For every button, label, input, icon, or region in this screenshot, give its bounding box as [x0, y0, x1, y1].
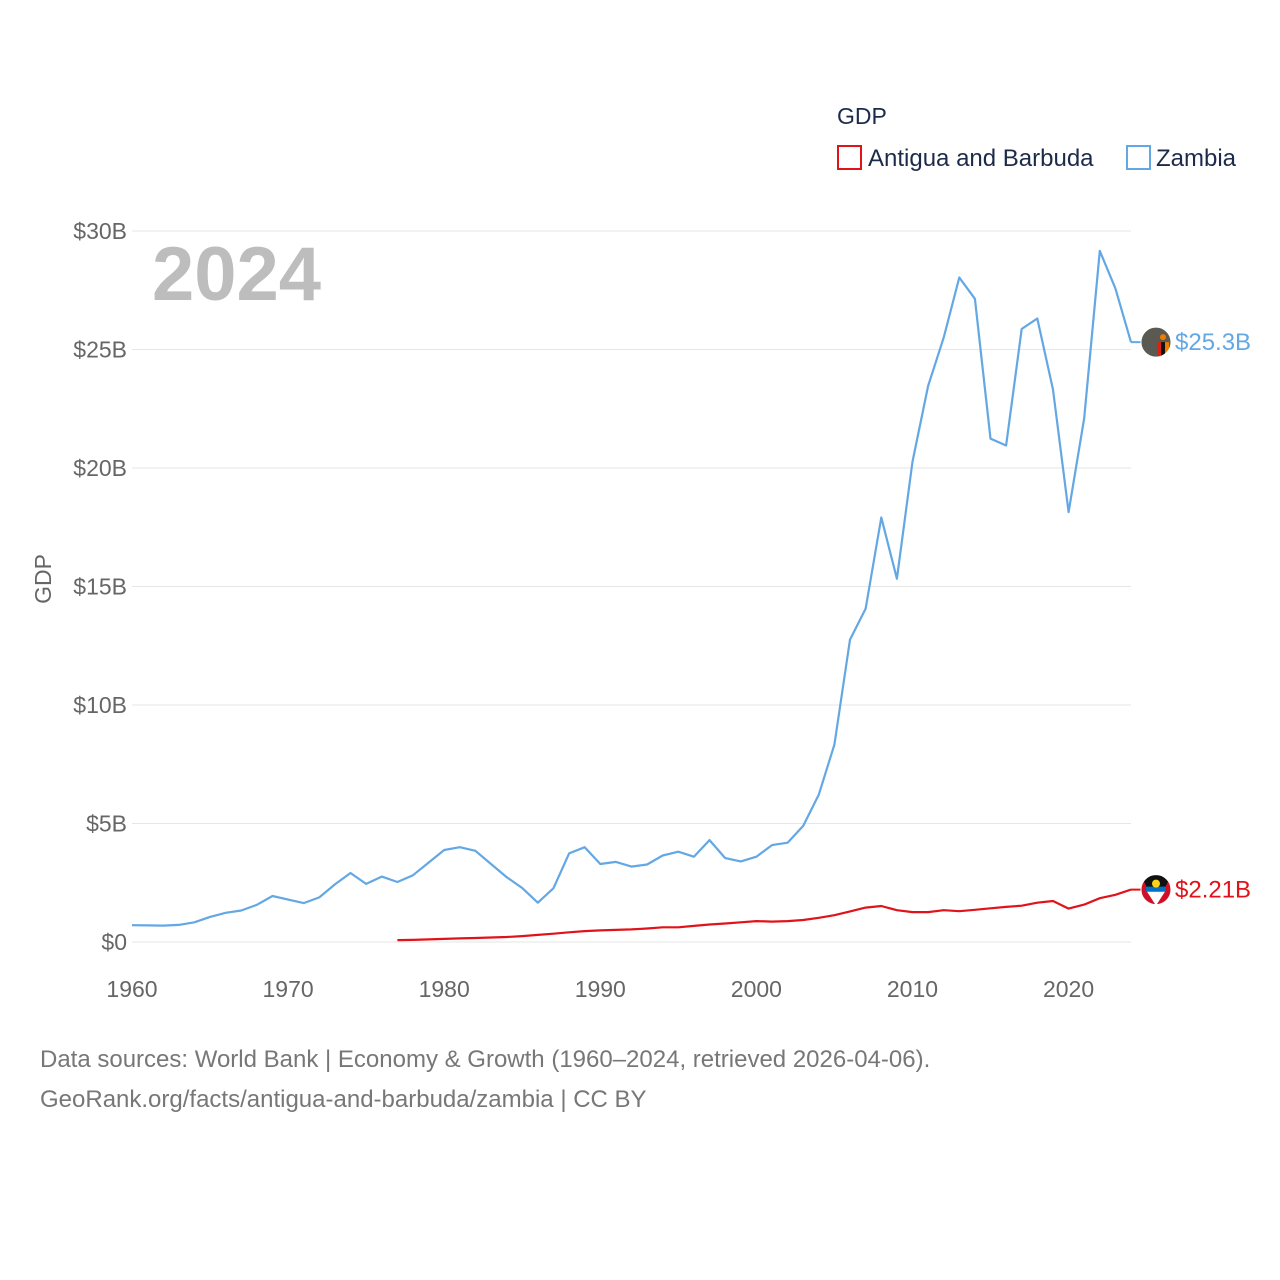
x-tick-label: 2020 — [1043, 976, 1094, 1002]
legend-item-antigua-and-barbuda[interactable]: Antigua and Barbuda — [837, 145, 1094, 172]
x-tick-label: 1980 — [419, 976, 470, 1002]
zambia-flag-icon — [1140, 326, 1172, 358]
y-tick-label: $20B — [73, 455, 127, 481]
end-value-label-antigua: $2.21B — [1175, 877, 1251, 904]
legend-label-zambia: Zambia — [1156, 145, 1237, 172]
y-axis-ticks: $0 $5B $10B $15B $20B $25B $30B — [73, 218, 127, 955]
y-tick-label: $25B — [73, 337, 127, 363]
y-tick-label: $10B — [73, 692, 127, 718]
x-axis-ticks: 1960 1970 1980 1990 2000 2010 2020 — [106, 976, 1094, 1002]
series-line-antigua — [397, 888, 1132, 942]
end-markers: $2.21B $25.3B — [1131, 326, 1251, 906]
y-tick-label: $30B — [73, 218, 127, 244]
x-tick-label: 2010 — [887, 976, 938, 1002]
y-axis-title: GDP — [30, 554, 56, 604]
year-badge: 2024 — [152, 232, 321, 317]
series-lines — [131, 249, 1133, 942]
gridlines — [132, 230, 1131, 943]
legend-swatch-antigua-and-barbuda — [837, 145, 862, 170]
footer: Data sources: World Bank | Economy & Gro… — [40, 1040, 1240, 1120]
end-value-label-zambia: $25.3B — [1175, 329, 1251, 356]
series-line-zambia — [131, 249, 1133, 927]
antigua-and-barbuda-flag-icon — [1140, 874, 1172, 906]
footer-sources: Data sources: World Bank | Economy & Gro… — [40, 1046, 931, 1073]
footer-attribution[interactable]: GeoRank.org/facts/antigua-and-barbuda/za… — [40, 1086, 647, 1113]
y-tick-label: $15B — [73, 574, 127, 600]
y-tick-label: $5B — [86, 811, 127, 837]
x-tick-label: 1970 — [263, 976, 314, 1002]
legend-item-zambia[interactable]: Zambia — [1126, 145, 1237, 172]
legend-title: GDP — [837, 103, 887, 129]
x-tick-label: 2000 — [731, 976, 782, 1002]
x-tick-label: 1990 — [575, 976, 626, 1002]
y-tick-label: $0 — [101, 929, 127, 955]
x-tick-label: 1960 — [106, 976, 157, 1002]
legend-swatch-zambia — [1126, 145, 1151, 170]
legend-label-antigua-and-barbuda: Antigua and Barbuda — [868, 145, 1094, 172]
legend: GDP Antigua and Barbuda Zambia — [837, 103, 1237, 172]
